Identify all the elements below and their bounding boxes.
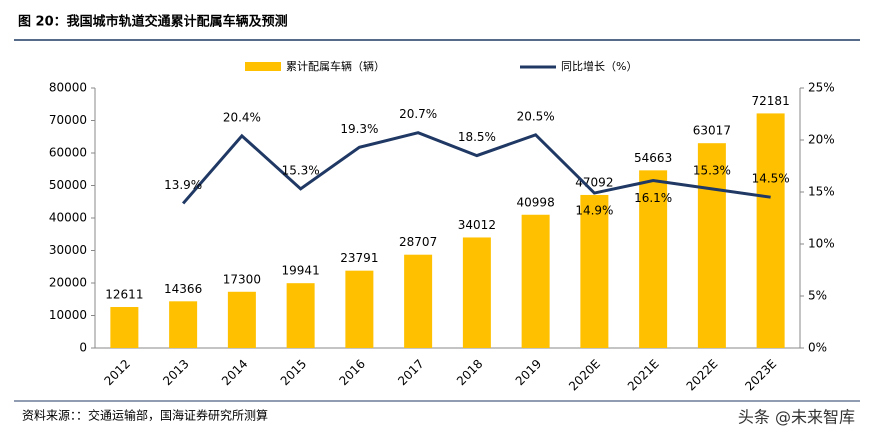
line: [181, 131, 771, 205]
x-tick-label: 2021E: [625, 357, 662, 394]
source: 资料来源：：交通运输部，国海证券研究所测算: [22, 408, 268, 423]
line-label: 18.5%: [458, 130, 496, 144]
bar-label: 63017: [693, 124, 731, 138]
y2-tick-label: 10%: [808, 237, 835, 251]
bar-label: 23791: [340, 251, 378, 265]
line-label: 20.7%: [399, 107, 437, 121]
bar-label: 54663: [634, 151, 672, 165]
y2-tick-label: 0%: [808, 341, 827, 355]
bar-label: 28707: [399, 235, 437, 249]
x-tick-label: 2015: [278, 357, 309, 388]
y-tick-label: 0: [79, 341, 87, 355]
bar: [639, 170, 668, 348]
bar-label: 34012: [458, 218, 496, 232]
line-label: 16.1%: [634, 191, 672, 205]
line-label: 20.5%: [517, 109, 555, 123]
bar-label: 40998: [517, 195, 555, 209]
y-tick-label: 10000: [49, 308, 87, 322]
bar: [169, 301, 198, 348]
x-tick-label: 2013: [160, 357, 191, 388]
y2-tick-label: 5%: [808, 289, 827, 303]
legend-label: 同比增长（%）: [561, 59, 637, 73]
y-tick-label: 50000: [49, 178, 87, 192]
bar: [227, 291, 256, 348]
title: 图 20：我国城市轨道交通累计配属车辆及预测: [18, 14, 288, 30]
x-tick-label: 2023E: [742, 357, 779, 394]
line-label: 14.5%: [752, 172, 790, 186]
bar-label: 14366: [164, 282, 202, 296]
y-tick-label: 70000: [49, 113, 87, 127]
bar: [404, 254, 433, 348]
legend-label: 累计配属车辆（辆）: [286, 59, 385, 73]
bar-label: 17300: [223, 272, 261, 286]
line-label: 13.9%: [164, 178, 202, 192]
y2-tick-label: 15%: [808, 185, 835, 199]
bar: [286, 283, 315, 348]
x-tick-label: 2019: [513, 357, 544, 388]
legend-swatch: [245, 62, 281, 71]
x-tick-label: 2017: [395, 357, 426, 388]
y-tick-label: 80000: [49, 81, 87, 95]
bar-label: 72181: [752, 94, 790, 108]
bar-label: 47092: [575, 175, 613, 189]
y-tick-label: 40000: [49, 211, 87, 225]
bar: [110, 307, 139, 348]
x-tick-label: 2022E: [684, 357, 721, 394]
y-tick-label: 20000: [49, 276, 87, 290]
line-label: 19.3%: [340, 122, 378, 136]
line-label: 14.9%: [575, 204, 613, 218]
x-tick-label: 2012: [101, 357, 132, 388]
line-label: 15.3%: [693, 163, 731, 177]
line-label: 20.4%: [223, 110, 261, 124]
bar: [345, 270, 374, 348]
watermark: 头条 @未来智库: [738, 408, 855, 427]
bar: [462, 237, 491, 348]
y2-tick-label: 20%: [808, 133, 835, 147]
line-label: 15.3%: [282, 163, 320, 177]
x-tick-label: 2014: [219, 357, 250, 388]
y-tick-label: 30000: [49, 243, 87, 257]
bar-label: 19941: [282, 264, 320, 278]
bar-label: 12611: [105, 288, 143, 302]
x-tick-label: 2016: [336, 357, 367, 388]
bar: [521, 214, 550, 348]
y2-tick-label: 25%: [808, 81, 835, 95]
x-tick-label: 2018: [454, 357, 485, 388]
bar: [580, 194, 609, 348]
bar: [697, 143, 726, 348]
x-tick-label: 2020E: [566, 357, 603, 394]
bar: [756, 113, 785, 349]
y-tick-label: 60000: [49, 146, 87, 160]
